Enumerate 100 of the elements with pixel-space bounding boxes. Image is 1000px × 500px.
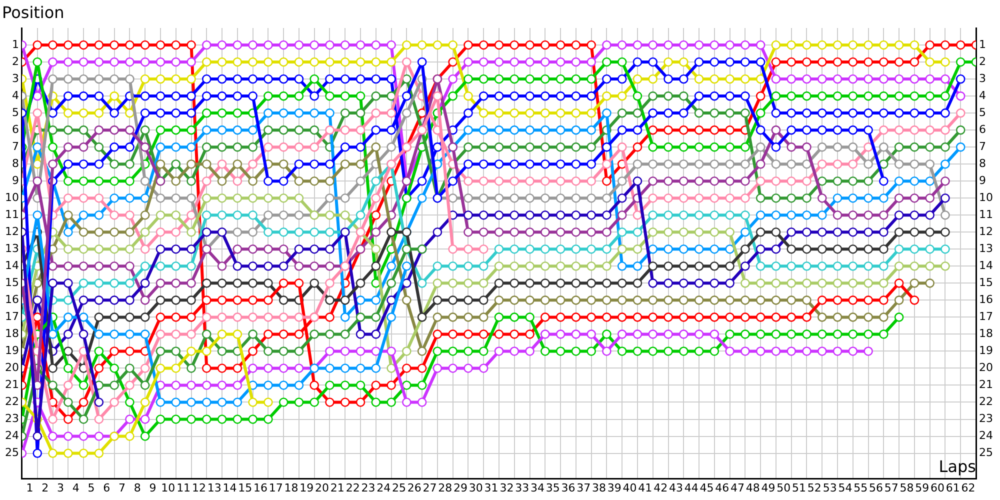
x-tick-label: 32 bbox=[500, 481, 514, 494]
x-tick-label: 22 bbox=[346, 481, 360, 494]
x-tick-label: 60 bbox=[930, 481, 945, 494]
y2-tick-label: 17 bbox=[979, 310, 994, 324]
y2-tick-label: 11 bbox=[979, 208, 994, 221]
y-tick-label: 15 bbox=[4, 276, 19, 290]
y2-tick-label: 4 bbox=[979, 88, 986, 102]
x-tick-label: 57 bbox=[884, 481, 898, 494]
x-tick-label: 29 bbox=[454, 481, 468, 494]
x-tick-label: 34 bbox=[530, 481, 544, 494]
y-tick-label: 14 bbox=[4, 259, 19, 272]
y-tick-label: 21 bbox=[4, 378, 19, 392]
x-tick-label: 35 bbox=[546, 481, 560, 494]
x-tick-label: 12 bbox=[192, 481, 206, 494]
x-tick-label: 62 bbox=[961, 481, 976, 494]
y-tick-label: 20 bbox=[4, 361, 19, 374]
y-tick-label: 8 bbox=[12, 156, 19, 170]
x-tick-label: 59 bbox=[915, 481, 930, 494]
y-tick-label: 11 bbox=[4, 208, 19, 221]
y-tick-label: 16 bbox=[4, 293, 19, 306]
x-tick-label: 52 bbox=[807, 481, 822, 494]
x-tick-label: 43 bbox=[668, 481, 683, 494]
x-tick-label: 3 bbox=[56, 481, 64, 494]
x-tick-label: 37 bbox=[576, 481, 591, 494]
y2-tick-label: 21 bbox=[979, 378, 994, 392]
x-tick-label: 38 bbox=[592, 481, 606, 494]
x-tick-label: 25 bbox=[392, 481, 406, 494]
y-tick-label: 19 bbox=[4, 344, 19, 358]
x-tick-label: 31 bbox=[484, 481, 498, 494]
x-tick-label: 14 bbox=[222, 481, 237, 494]
x-tick-label: 49 bbox=[761, 481, 776, 494]
x-tick-label: 17 bbox=[268, 481, 283, 494]
y-tick-label: 18 bbox=[4, 327, 19, 340]
x-tick-label: 48 bbox=[746, 481, 760, 494]
x-tick-label: 26 bbox=[407, 481, 422, 494]
y-axis-title: Position bbox=[2, 3, 64, 22]
x-tick-label: 18 bbox=[284, 481, 298, 494]
x-tick-label: 13 bbox=[207, 481, 222, 494]
x-tick-label: 46 bbox=[715, 481, 730, 494]
y-tick-label: 25 bbox=[4, 446, 19, 460]
y-tick-label: 9 bbox=[12, 174, 19, 187]
x-tick-label: 27 bbox=[422, 481, 437, 494]
x-tick-label: 51 bbox=[792, 481, 806, 494]
x-tick-label: 55 bbox=[854, 481, 868, 494]
x-tick-label: 4 bbox=[72, 481, 80, 494]
x-tick-label: 39 bbox=[607, 481, 622, 494]
x-tick-label: 40 bbox=[622, 481, 637, 494]
y2-tick-label: 13 bbox=[979, 242, 994, 256]
y-tick-label: 23 bbox=[4, 412, 19, 426]
y2-tick-label: 6 bbox=[979, 122, 986, 136]
y-tick-label: 4 bbox=[12, 88, 19, 102]
y2-tick-label: 10 bbox=[979, 190, 994, 204]
x-tick-label: 36 bbox=[561, 481, 576, 494]
x-tick-label: 8 bbox=[134, 481, 141, 494]
y-tick-label: 12 bbox=[4, 224, 19, 238]
y-tick-label: 7 bbox=[12, 140, 19, 153]
x-tick-label: 56 bbox=[868, 481, 883, 494]
y2-tick-label: 9 bbox=[979, 174, 986, 187]
x-tick-label: 47 bbox=[730, 481, 744, 494]
y2-tick-label: 22 bbox=[979, 395, 994, 408]
y2-tick-label: 24 bbox=[979, 429, 994, 442]
y2-tick-label: 5 bbox=[979, 106, 986, 119]
y-tick-label: 5 bbox=[12, 106, 19, 119]
y-tick-label: 13 bbox=[4, 242, 19, 256]
x-tick-label: 54 bbox=[838, 481, 852, 494]
x-tick-label: 41 bbox=[638, 481, 652, 494]
y-tick-label: 10 bbox=[4, 190, 19, 204]
y2-tick-label: 18 bbox=[979, 327, 994, 340]
y2-tick-label: 20 bbox=[979, 361, 994, 374]
y-tick-label: 17 bbox=[4, 310, 19, 324]
x-tick-label: 7 bbox=[118, 481, 126, 494]
y-tick-label: 24 bbox=[4, 429, 19, 442]
x-tick-label: 6 bbox=[103, 481, 110, 494]
x-tick-label: 58 bbox=[900, 481, 914, 494]
x-axis-title: Laps bbox=[938, 456, 976, 476]
x-tick-label: 16 bbox=[254, 481, 268, 494]
y2-tick-label: 1 bbox=[979, 38, 986, 51]
y-tick-label: 1 bbox=[12, 38, 19, 51]
y2-tick-label: 19 bbox=[979, 344, 994, 358]
x-tick-label: 45 bbox=[700, 481, 714, 494]
y2-tick-label: 8 bbox=[979, 156, 986, 170]
x-tick-label: 50 bbox=[776, 481, 791, 494]
x-tick-label: 53 bbox=[822, 481, 837, 494]
x-tick-label: 2 bbox=[42, 481, 49, 494]
x-tick-label: 30 bbox=[468, 481, 483, 494]
y2-tick-label: 2 bbox=[979, 54, 986, 68]
x-tick-label: 9 bbox=[149, 481, 156, 494]
y2-tick-label: 7 bbox=[979, 140, 986, 153]
x-tick-label: 28 bbox=[438, 481, 452, 494]
x-tick-label: 44 bbox=[684, 481, 698, 494]
x-tick-label: 33 bbox=[515, 481, 530, 494]
x-tick-label: 19 bbox=[300, 481, 314, 494]
y-tick-label: 6 bbox=[12, 122, 19, 136]
x-tick-label: 5 bbox=[88, 481, 95, 494]
x-tick-label: 10 bbox=[161, 481, 176, 494]
y2-tick-label: 12 bbox=[979, 224, 994, 238]
y-tick-label: 2 bbox=[12, 54, 19, 68]
x-tick-label: 24 bbox=[376, 481, 391, 494]
y2-tick-label: 25 bbox=[979, 446, 994, 460]
y2-tick-label: 16 bbox=[979, 293, 994, 306]
